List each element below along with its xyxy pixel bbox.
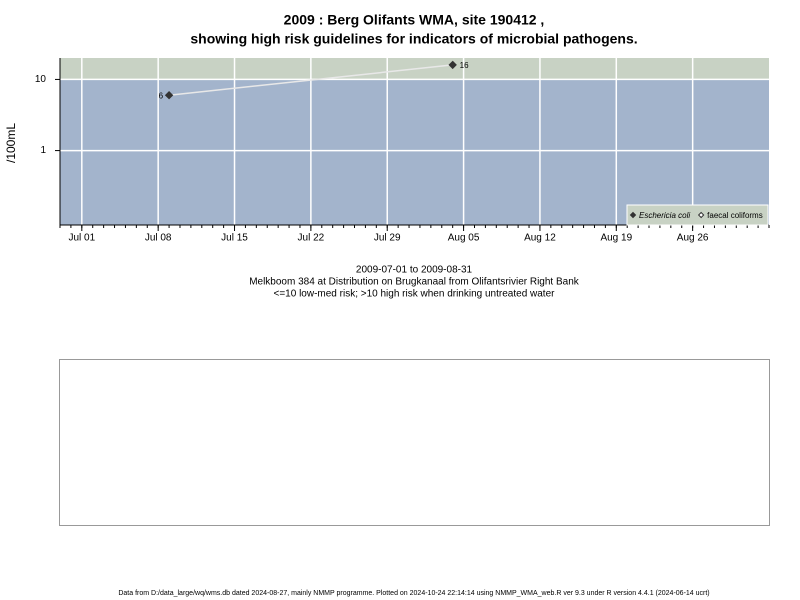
- legend-marker: [697, 211, 705, 219]
- x-tick-label: Aug 12: [524, 233, 556, 244]
- legend-box: [626, 204, 769, 226]
- data-point: [164, 91, 174, 100]
- caption: Melkboom 384 at Distribution on Brugkana…: [249, 277, 580, 288]
- legend-marker: [629, 211, 637, 219]
- data-label: 16: [460, 61, 469, 70]
- x-tick-label: Aug 26: [677, 233, 709, 244]
- chart-title: 2009 : Berg Olifants WMA, site 190412 ,: [284, 12, 545, 28]
- x-tick-label: Aug 05: [448, 233, 480, 244]
- y-tick-label: 10: [35, 74, 47, 85]
- x-tick-label: Aug 19: [600, 233, 632, 244]
- legend-label: faecal coliforms: [707, 211, 763, 220]
- x-tick-label: Jul 08: [145, 233, 172, 244]
- data-point: [448, 60, 457, 70]
- caption: <=10 low-med risk; >10 high risk when dr…: [274, 289, 556, 300]
- x-tick-label: Jul 22: [298, 233, 325, 244]
- empty-panel: [59, 359, 770, 526]
- chart-subtitle: showing high risk guidelines for indicat…: [190, 31, 637, 47]
- footer: Data from D:/data_large/wq/wms.db dated …: [118, 590, 709, 597]
- data-label: 6: [159, 91, 164, 100]
- y-tick-label: 1: [40, 145, 46, 156]
- legend-label: Eschericia coli: [639, 211, 690, 220]
- caption: 2009-07-01 to 2009-08-31: [356, 265, 473, 276]
- low-risk-band: [60, 79, 769, 225]
- x-tick-label: Jul 29: [374, 233, 401, 244]
- x-tick-label: Jul 15: [221, 233, 248, 244]
- x-tick-label: Jul 01: [68, 233, 95, 244]
- y-axis-label: /100mL: [4, 123, 18, 163]
- series-line: [168, 64, 453, 96]
